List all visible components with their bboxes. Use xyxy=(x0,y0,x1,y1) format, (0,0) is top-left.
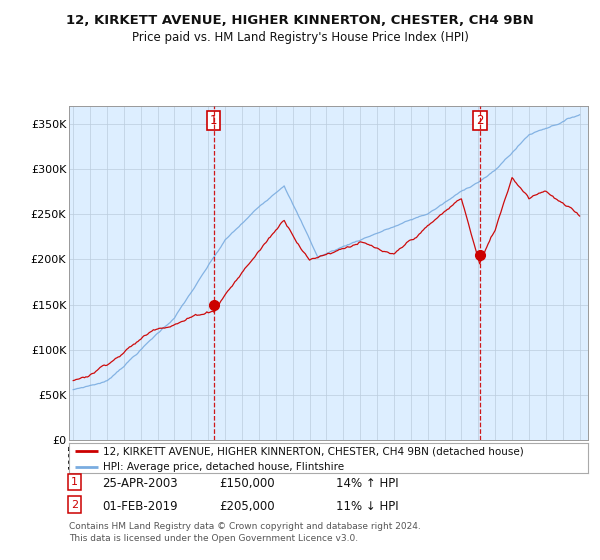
Text: 01-FEB-2019: 01-FEB-2019 xyxy=(102,500,178,512)
Text: 2: 2 xyxy=(476,114,484,127)
Text: £150,000: £150,000 xyxy=(219,477,275,490)
Text: HPI: Average price, detached house, Flintshire: HPI: Average price, detached house, Flin… xyxy=(103,461,344,472)
Bar xyxy=(214,106,480,440)
Text: 11% ↓ HPI: 11% ↓ HPI xyxy=(336,500,398,512)
Text: 12, KIRKETT AVENUE, HIGHER KINNERTON, CHESTER, CH4 9BN: 12, KIRKETT AVENUE, HIGHER KINNERTON, CH… xyxy=(66,14,534,27)
Text: £205,000: £205,000 xyxy=(219,500,275,512)
Text: 12, KIRKETT AVENUE, HIGHER KINNERTON, CHESTER, CH4 9BN (detached house): 12, KIRKETT AVENUE, HIGHER KINNERTON, CH… xyxy=(103,446,523,456)
Text: 14% ↑ HPI: 14% ↑ HPI xyxy=(336,477,398,490)
Text: Contains HM Land Registry data © Crown copyright and database right 2024.
This d: Contains HM Land Registry data © Crown c… xyxy=(69,522,421,543)
Text: 2: 2 xyxy=(71,500,78,510)
Text: 1: 1 xyxy=(71,477,78,487)
Text: Price paid vs. HM Land Registry's House Price Index (HPI): Price paid vs. HM Land Registry's House … xyxy=(131,31,469,44)
Text: 1: 1 xyxy=(210,114,217,127)
Text: 25-APR-2003: 25-APR-2003 xyxy=(102,477,178,490)
